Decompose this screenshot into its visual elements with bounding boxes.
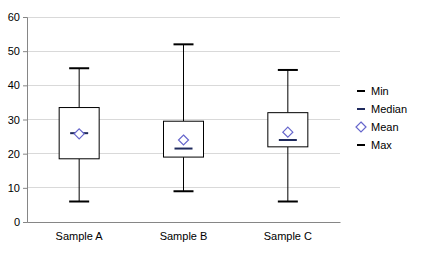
box-plot: [59, 68, 99, 201]
y-tick-label: 10: [8, 182, 20, 194]
chart: 0 10 20 30 40 50 60 Sample A Sample B Sample C Min…: [0, 0, 448, 255]
y-tick: 30: [8, 114, 27, 126]
y-tick-mark: [23, 188, 27, 189]
max-cap: [69, 67, 89, 69]
y-tick-mark: [23, 222, 27, 223]
y-tick-mark: [23, 51, 27, 52]
legend-label: Min: [371, 85, 389, 97]
legend-item: Min: [357, 85, 389, 97]
y-tick-label: 50: [8, 45, 20, 57]
legend: Min Median Mean Max: [356, 85, 407, 151]
y-tick-label: 0: [14, 216, 20, 228]
median: [279, 139, 297, 141]
box-plot: [268, 70, 308, 202]
x-axis: Sample A Sample B Sample C: [28, 222, 341, 242]
x-tick-label: Sample C: [264, 230, 312, 242]
x-tick: Sample B: [160, 222, 208, 242]
lower-whisker: [183, 157, 184, 191]
legend-symbol: [356, 122, 366, 132]
y-tick-label: 30: [8, 114, 20, 126]
legend-item: Max: [357, 139, 392, 151]
boxes: [59, 44, 308, 201]
y-tick: 50: [8, 45, 27, 57]
upper-whisker: [79, 68, 80, 107]
y-tick-label: 60: [8, 11, 20, 23]
x-axis-line: [28, 222, 341, 223]
legend-item: Median: [357, 103, 407, 115]
legend-label: Max: [371, 139, 392, 151]
y-tick-mark: [23, 120, 27, 121]
lower-whisker: [287, 147, 288, 202]
y-tick: 40: [8, 79, 27, 91]
grid: [27, 17, 340, 222]
y-axis-line: [23, 18, 28, 223]
y-tick-label: 40: [8, 79, 20, 91]
min-cap: [174, 190, 194, 192]
box: [268, 113, 308, 147]
box-plot: [164, 44, 204, 191]
y-tick-mark: [23, 17, 27, 18]
mean: [283, 127, 293, 137]
box: [59, 108, 99, 159]
y-axis: 0 10 20 30 40 50 60: [8, 11, 28, 228]
legend-symbol: [357, 90, 365, 92]
grid-line: [27, 222, 340, 223]
legend-symbol: [357, 108, 365, 110]
upper-whisker: [183, 44, 184, 121]
x-tick-label: Sample B: [160, 230, 208, 242]
box: [164, 121, 204, 157]
median: [175, 148, 193, 150]
y-tick-mark: [23, 85, 27, 86]
legend-label: Median: [371, 103, 407, 115]
legend-symbol: [357, 144, 365, 146]
y-tick: 0: [14, 216, 27, 228]
y-tick: 60: [8, 11, 27, 23]
y-tick-label: 20: [8, 148, 20, 160]
min-cap: [69, 201, 89, 203]
upper-whisker: [287, 70, 288, 113]
min-cap: [278, 201, 298, 203]
y-tick-mark: [23, 154, 27, 155]
lower-whisker: [79, 159, 80, 202]
mean: [74, 129, 84, 139]
y-tick: 10: [8, 182, 27, 194]
x-tick: Sample C: [264, 222, 312, 242]
y-tick: 20: [8, 148, 27, 160]
legend-label: Mean: [371, 121, 399, 133]
x-tick-label: Sample A: [56, 230, 104, 242]
max-cap: [174, 43, 194, 45]
x-tick: Sample A: [56, 222, 104, 242]
max-cap: [278, 69, 298, 71]
mean: [179, 135, 189, 145]
grid-line: [27, 17, 340, 18]
legend-item: Mean: [356, 121, 399, 133]
